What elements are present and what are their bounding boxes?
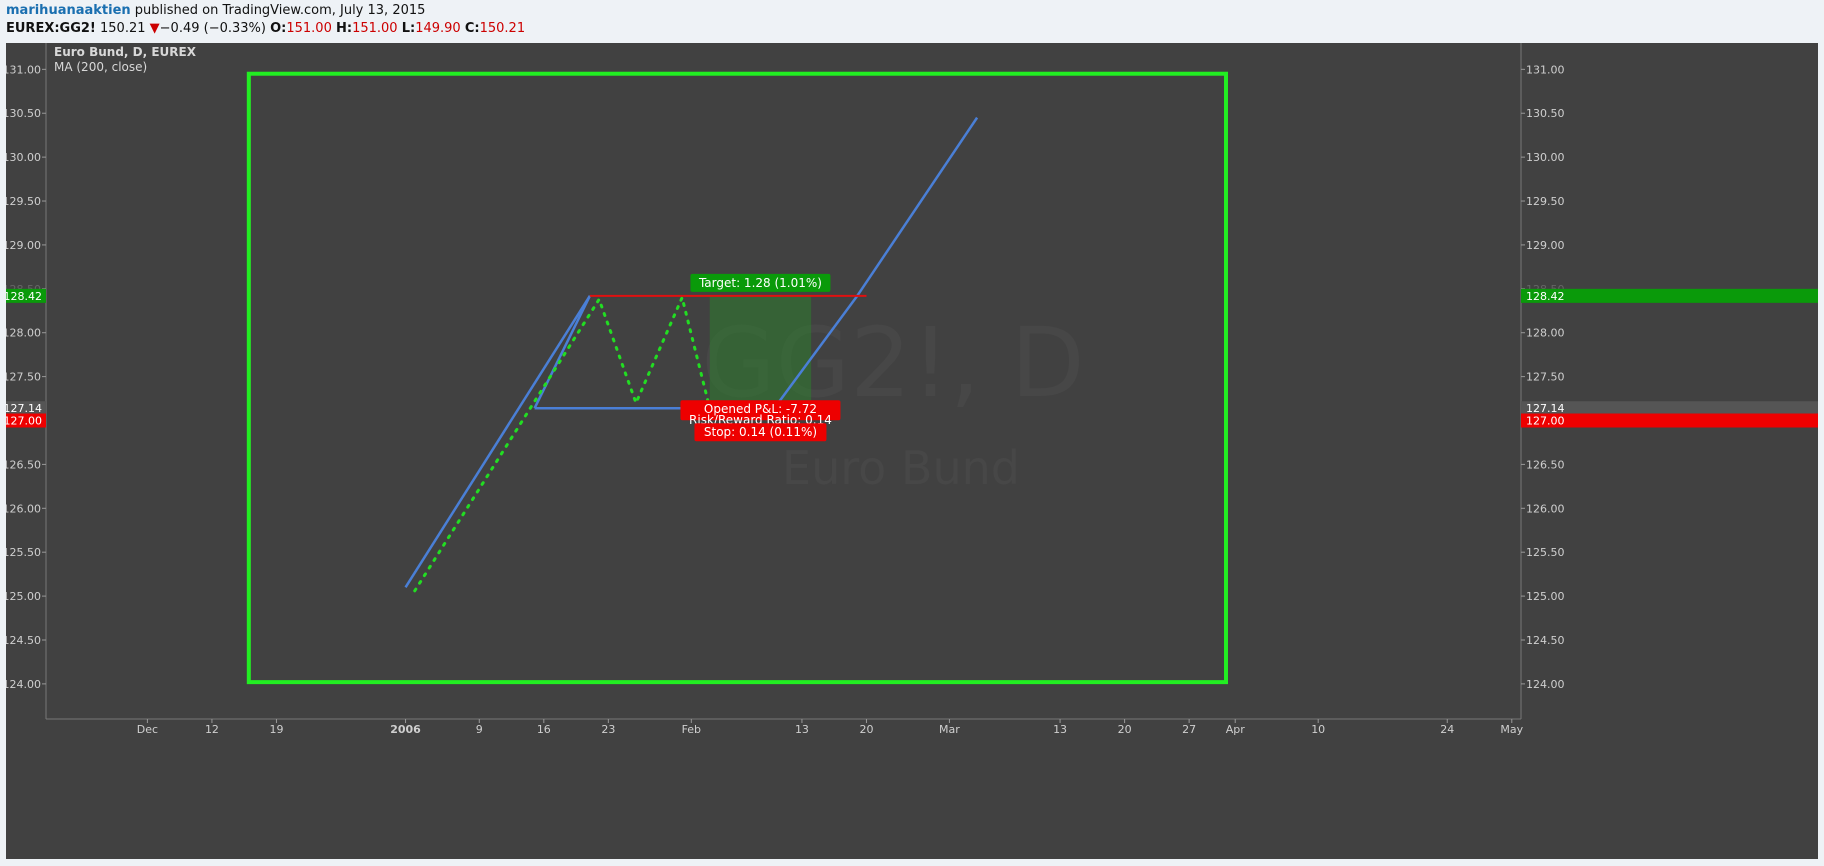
- x-tick-label: 13: [795, 723, 809, 736]
- down-arrow-icon: ▼: [149, 21, 160, 36]
- y-tick-label-right: 127.50: [1526, 371, 1565, 384]
- x-tick-label: May: [1500, 723, 1523, 736]
- y-tick-label-right: 124.50: [1526, 634, 1565, 647]
- author-link[interactable]: marihuanaaktien: [6, 3, 131, 18]
- low-value: 149.90: [415, 21, 461, 36]
- y-tick-label-right: 130.50: [1526, 107, 1565, 120]
- x-tick-label: 10: [1311, 723, 1325, 736]
- stop-label-box[interactable]: [694, 423, 827, 442]
- trend-line-segment[interactable]: [856, 116, 979, 297]
- high-label: H:: [336, 21, 353, 36]
- y-tick-label-left: 124.00: [6, 678, 41, 691]
- high-value: 151.00: [352, 21, 398, 36]
- trend-line-segment[interactable]: [773, 295, 859, 409]
- highlight-frame[interactable]: [246, 71, 1228, 685]
- x-tick-label: 24: [1440, 723, 1454, 736]
- open-value: 151.00: [286, 21, 332, 36]
- last-price-tag-left: [6, 401, 46, 416]
- y-tick-label-left: 128.00: [6, 327, 41, 340]
- y-tick-label-left: 129.00: [6, 239, 41, 252]
- symbol-name[interactable]: EUREX:GG2!: [6, 21, 96, 36]
- trend-line-segment[interactable]: [404, 295, 591, 588]
- y-tick-label-left: 124.50: [6, 634, 41, 647]
- y-tick-label-right: 126.50: [1526, 458, 1565, 471]
- stop-price-tag-right-text: 127.00: [1526, 415, 1565, 428]
- quote-line: EUREX:GG2! 150.21 ▼−0.49 (−0.33%) O:151.…: [6, 20, 1818, 38]
- y-tick-label-left: 125.00: [6, 590, 41, 603]
- stop-price-tag-right: [1521, 413, 1818, 428]
- chart-container[interactable]: GG2!, D Euro Bund 131.00 131.00 130.50 130.…: [3, 43, 1818, 859]
- y-tick-label-right: 124.00: [1526, 678, 1565, 691]
- open-label: O:: [270, 21, 287, 36]
- y-tick-label-left: 131.00: [6, 63, 41, 76]
- x-tick-label: Dec: [137, 723, 158, 736]
- y-tick-label-left: 126.50: [6, 458, 41, 471]
- y-tick-label-right: 128.00: [1526, 327, 1565, 340]
- last-price-tag-right: [1521, 401, 1818, 416]
- target-price-tag-right-text: 128.42: [1526, 290, 1565, 303]
- legend-title: Euro Bund, D, EUREX: [54, 45, 197, 59]
- y-tick-label-left: 130.00: [6, 151, 41, 164]
- y-tick-label-left: 129.50: [6, 195, 41, 208]
- y-tick-label-right: 131.00: [1526, 63, 1565, 76]
- x-tick-label: 20: [1118, 723, 1132, 736]
- target-price-tag-left: [6, 288, 46, 303]
- last-price-tag-left-text: 127.14: [6, 402, 42, 415]
- x-tick-label: 20: [859, 723, 873, 736]
- pnl-label-text: Opened P&L: -7.72: [704, 402, 817, 416]
- stop-label-text: Stop: 0.14 (0.11%): [704, 425, 817, 439]
- stop-price-tag-left: [6, 413, 46, 428]
- x-tick-label: 23: [601, 723, 615, 736]
- x-tick-label: 16: [537, 723, 551, 736]
- pnl-label-box[interactable]: [680, 400, 841, 421]
- target-price-tag-left-text: 128.42: [6, 290, 42, 303]
- last-price: 150.21: [100, 21, 146, 36]
- publish-line: marihuanaaktien published on TradingView…: [6, 2, 1818, 20]
- x-tick-label: 13: [1053, 723, 1067, 736]
- y-tick-label-left: 125.50: [6, 546, 41, 559]
- price-change: −0.49 (−0.33%): [159, 21, 266, 36]
- target-price-tag-right: [1521, 288, 1818, 303]
- stop-price-tag-left-text: 127.00: [6, 415, 42, 428]
- x-tick-label: 19: [269, 723, 283, 736]
- y-tick-label-right: 129.00: [1526, 239, 1565, 252]
- x-tick-label: Feb: [682, 723, 701, 736]
- legend-indicator[interactable]: MA (200, close): [54, 60, 147, 74]
- low-label: L:: [401, 21, 416, 36]
- chart-header: marihuanaaktien published on TradingView…: [6, 2, 1818, 38]
- trend-line-segment[interactable]: [533, 295, 592, 409]
- x-tick-label: Apr: [1226, 723, 1246, 736]
- target-label-box[interactable]: [690, 273, 831, 292]
- y-tick-label-left: 126.00: [6, 502, 41, 515]
- chart-legend: Euro Bund, D, EUREX MA (200, close): [54, 45, 197, 74]
- y-tick-label-right: 125.50: [1526, 546, 1565, 559]
- x-tick-label: 2006: [390, 723, 421, 736]
- y-tick-label-right: 126.00: [1526, 502, 1565, 515]
- x-tick-label: 9: [476, 723, 483, 736]
- y-tick-label-right: 130.00: [1526, 151, 1565, 164]
- x-tick-label: Mar: [939, 723, 960, 736]
- target-zone[interactable]: [709, 295, 812, 409]
- x-tick-label: 12: [205, 723, 219, 736]
- y-tick-label-right: 125.00: [1526, 590, 1565, 603]
- y-tick-label-left: 127.50: [6, 371, 41, 384]
- last-price-tag-right-text: 127.14: [1526, 402, 1565, 415]
- y-tick-label-right: 129.50: [1526, 195, 1565, 208]
- close-value: 150.21: [479, 21, 526, 36]
- published-text: published on TradingView.com, July 13, 2…: [134, 3, 426, 18]
- chart-background: [6, 43, 1818, 859]
- watermark-name: Euro Bund: [782, 441, 1020, 495]
- close-label: C:: [464, 21, 480, 36]
- target-label-text: Target: 1.28 (1.01%): [698, 276, 822, 290]
- x-tick-label: 27: [1182, 723, 1196, 736]
- y-tick-label-left: 130.50: [6, 107, 41, 120]
